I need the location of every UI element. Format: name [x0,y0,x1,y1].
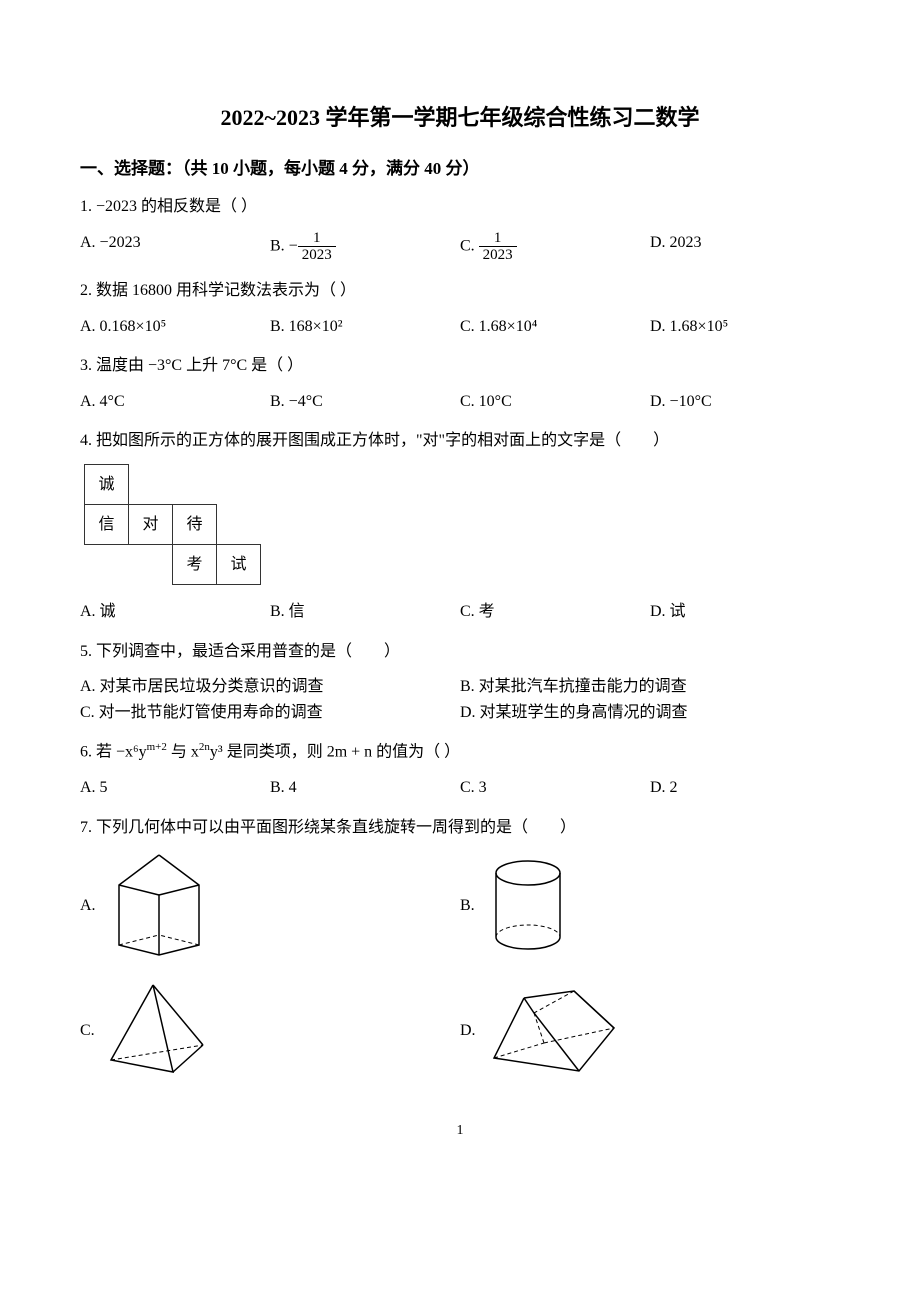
q7-option-b: B. [460,850,840,960]
q7-b-label: B. [460,893,475,919]
question-3: 3. 温度由 −3°C 上升 7°C 是（ ） [80,353,840,379]
q5-options: A. 对某市居民垃圾分类意识的调查 B. 对某批汽车抗撞击能力的调查 C. 对一… [80,674,840,725]
question-6: 6. 若 −x⁶ym+2 与 x2ny³ 是同类项，则 2m + n 的值为（ … [80,739,840,765]
q5-option-c: C. 对一批节能灯管使用寿命的调查 [80,700,460,726]
cylinder-icon [483,855,573,955]
q7-option-d: D. [460,980,840,1080]
net-cell-cheng: 诚 [85,464,129,504]
q5-option-d: D. 对某班学生的身高情况的调查 [460,700,840,726]
question-4: 4. 把如图所示的正方体的展开图围成正方体时，"对"字的相对面上的文字是（ ） [80,428,840,454]
q6-option-b: B. 4 [270,775,460,801]
q1-option-d: D. 2023 [650,230,840,264]
cube-net: 诚 信 对 待 考 试 [84,464,261,585]
q1-option-c: C. 12023 [460,230,650,264]
question-1: 1. −2023 的相反数是（ ） [80,194,840,220]
question-5: 5. 下列调查中，最适合采用普查的是（ ） [80,639,840,665]
net-cell-xin: 信 [85,504,129,544]
net-cell-shi: 试 [217,544,261,584]
q1-c-prefix: C. [460,238,479,255]
q6-prefix: 6. 若 −x⁶y [80,744,147,761]
q4-option-c: C. 考 [460,599,650,625]
q6-mid: 与 x [167,744,199,761]
q6-option-a: A. 5 [80,775,270,801]
q3-option-b: B. −4°C [270,389,460,415]
section-heading: 一、选择题：（共 10 小题，每小题 4 分，满分 40 分） [80,155,840,182]
q7-row2: C. D. [80,980,840,1080]
net-cell-kao: 考 [173,544,217,584]
q2-option-b: B. 168×10² [270,314,460,340]
q6-option-c: C. 3 [460,775,650,801]
q6-option-d: D. 2 [650,775,840,801]
net-cell-dui: 对 [129,504,173,544]
q4-option-d: D. 试 [650,599,840,625]
q6-sup1: m+2 [147,741,167,753]
document-title: 2022~2023 学年第一学期七年级综合性练习二数学 [80,100,840,135]
q2-option-d: D. 1.68×10⁵ [650,314,840,340]
prism-icon [104,850,214,960]
q1-c-fraction: 12023 [479,230,517,264]
q1-options: A. −2023 B. −12023 C. 12023 D. 2023 [80,230,840,264]
q3-option-d: D. −10°C [650,389,840,415]
q7-c-label: C. [80,1018,95,1044]
q2-option-c: C. 1.68×10⁴ [460,314,650,340]
q7-option-c: C. [80,980,460,1080]
q4-option-b: B. 信 [270,599,460,625]
page-number: 1 [80,1120,840,1142]
q6-options: A. 5 B. 4 C. 3 D. 2 [80,775,840,801]
q4-options: A. 诚 B. 信 C. 考 D. 试 [80,599,840,625]
tetrahedron-icon [103,980,213,1080]
q6-sup2: 2n [199,741,210,753]
q3-option-a: A. 4°C [80,389,270,415]
q3-options: A. 4°C B. −4°C C. 10°C D. −10°C [80,389,840,415]
q1-option-b: B. −12023 [270,230,460,264]
q7-option-a: A. [80,850,460,960]
q1-option-a: A. −2023 [80,230,270,264]
q2-option-a: A. 0.168×10⁵ [80,314,270,340]
net-cell-dai: 待 [173,504,217,544]
q2-options: A. 0.168×10⁵ B. 168×10² C. 1.68×10⁴ D. 1… [80,314,840,340]
q7-row1: A. B. [80,850,840,960]
q1-b-prefix: B. − [270,238,298,255]
q1-b-fraction: 12023 [298,230,336,264]
q5-option-b: B. 对某批汽车抗撞击能力的调查 [460,674,840,700]
frustum-icon [484,983,624,1078]
q6-suffix: y³ 是同类项，则 2m + n 的值为（ ） [210,744,460,761]
q3-option-c: C. 10°C [460,389,650,415]
q7-d-label: D. [460,1018,476,1044]
q4-option-a: A. 诚 [80,599,270,625]
question-7: 7. 下列几何体中可以由平面图形绕某条直线旋转一周得到的是（ ） [80,815,840,841]
q7-a-label: A. [80,893,96,919]
q5-option-a: A. 对某市居民垃圾分类意识的调查 [80,674,460,700]
question-2: 2. 数据 16800 用科学记数法表示为（ ） [80,278,840,304]
